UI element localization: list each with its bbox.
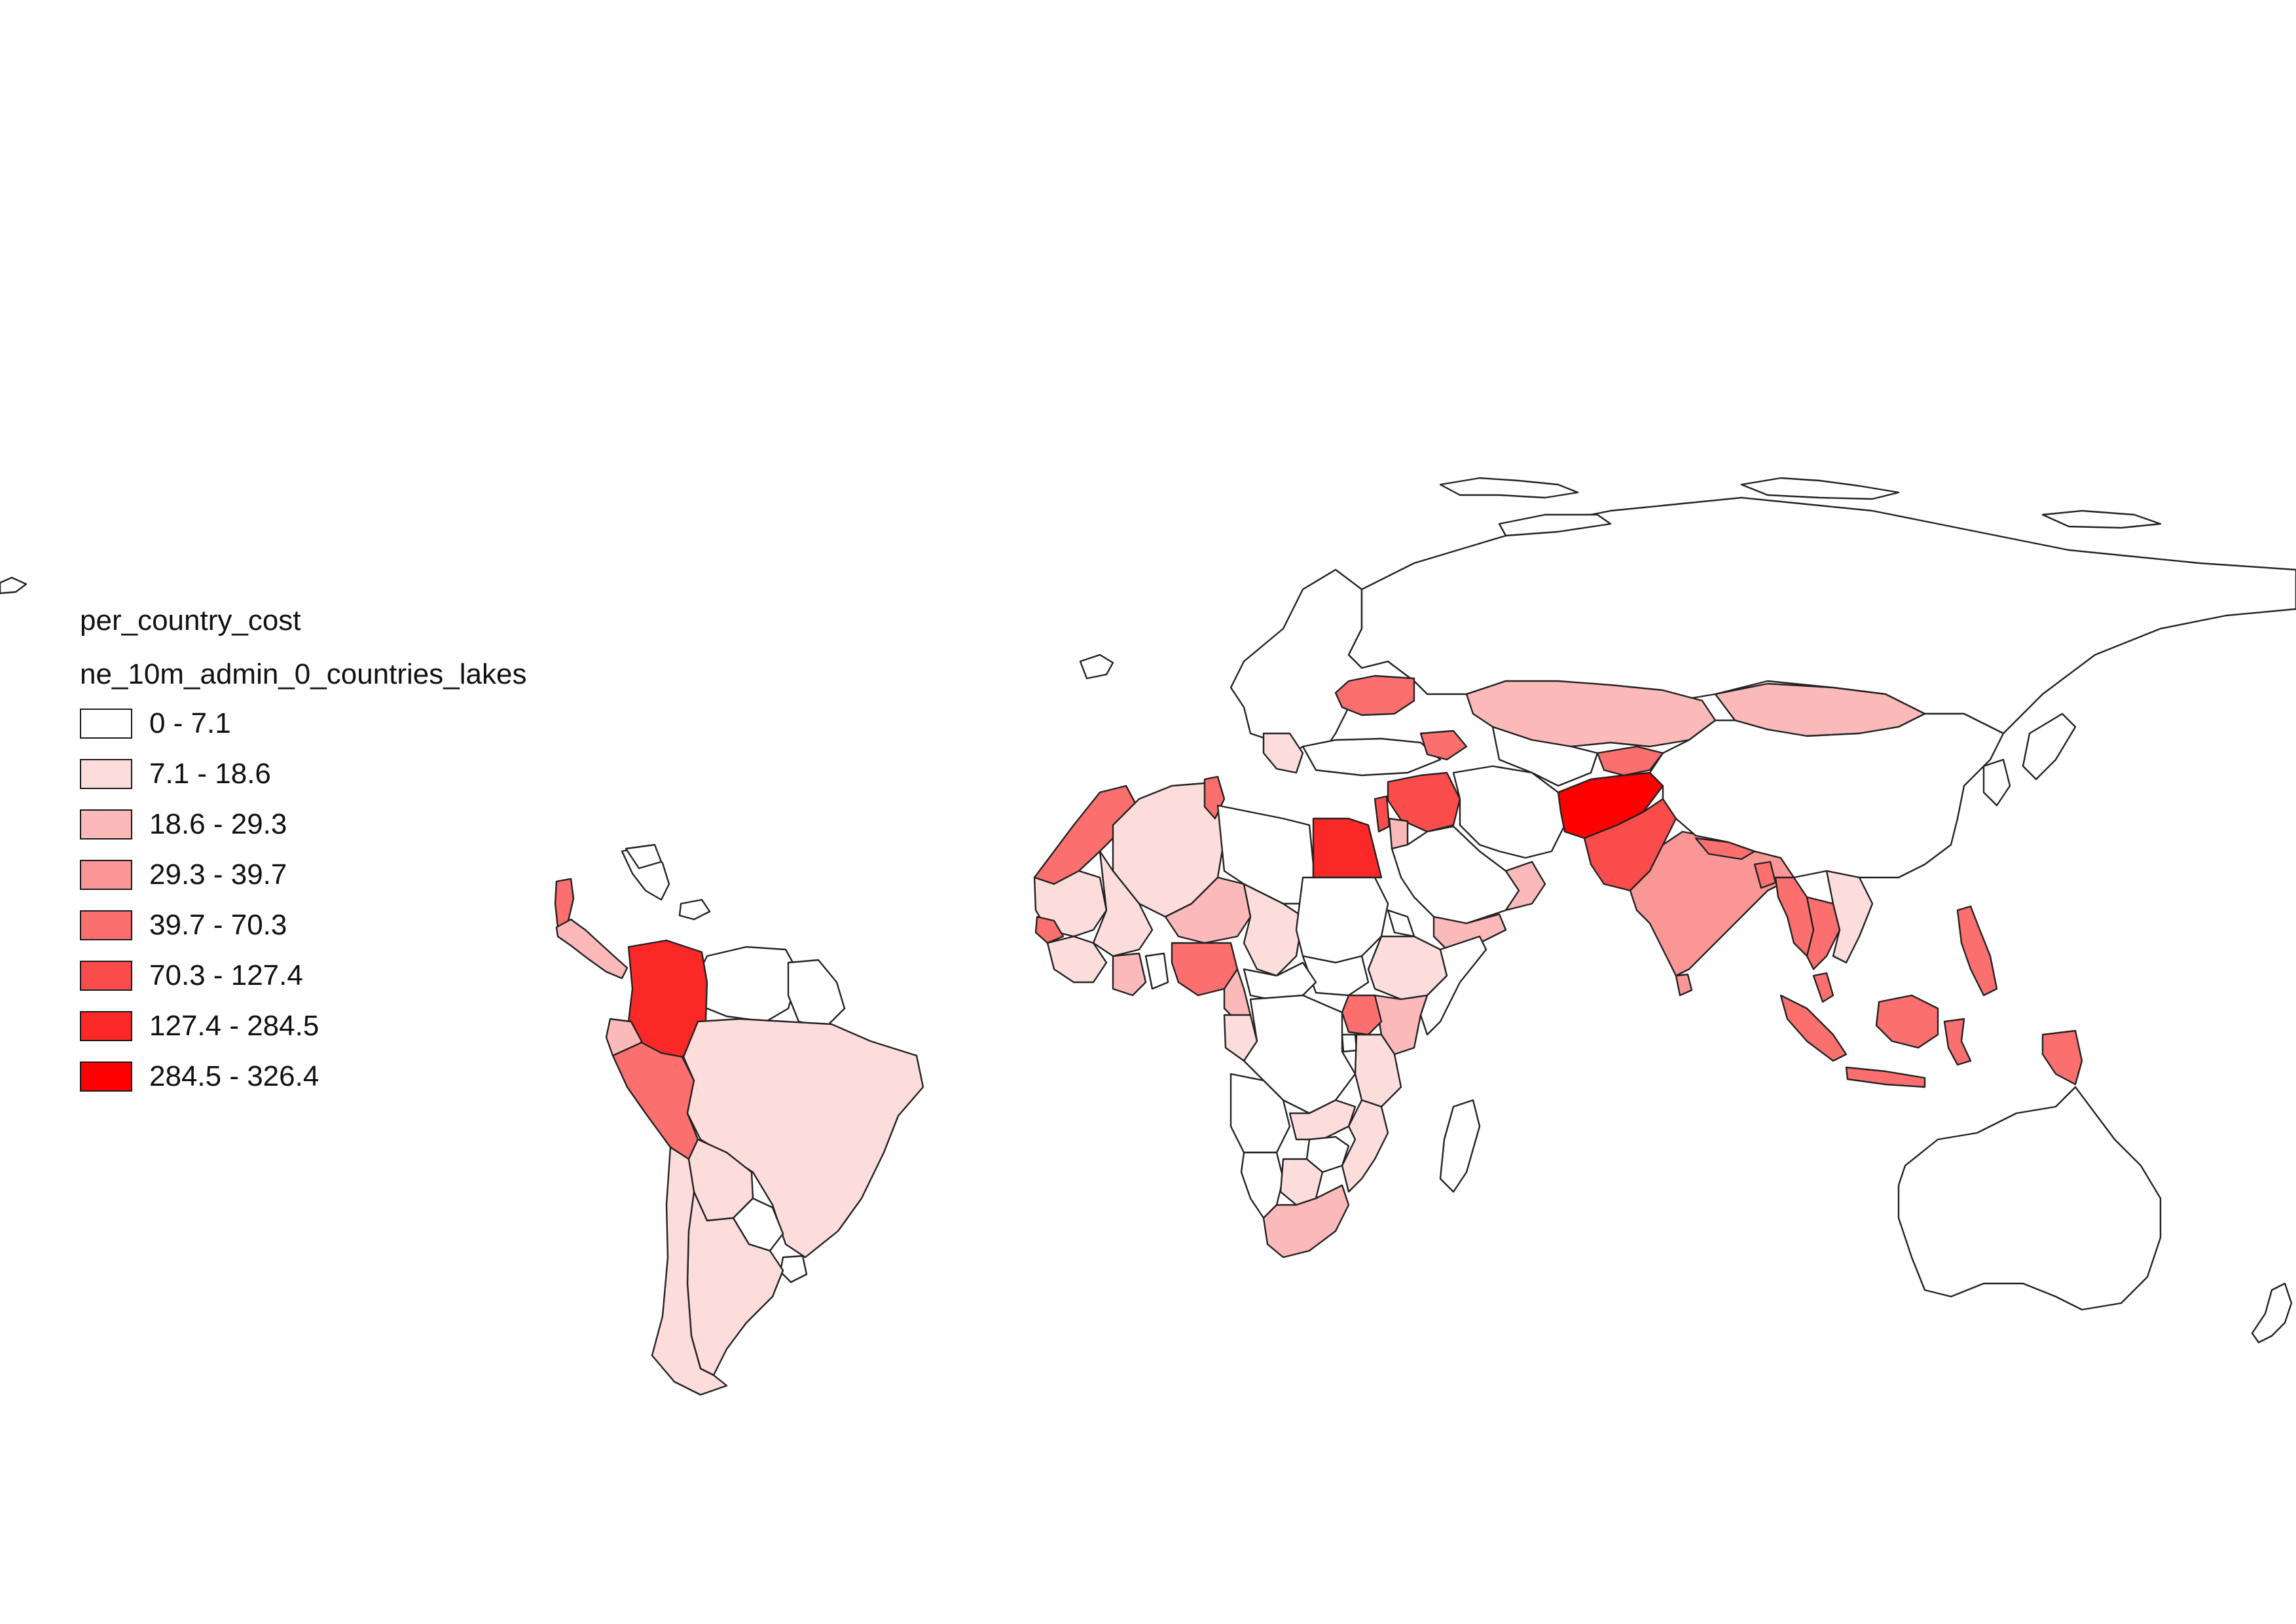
- region-ghana: [1144, 952, 1169, 990]
- region-egypt: [1312, 817, 1383, 879]
- region-borneo-indonesia: [1875, 994, 1939, 1049]
- region-india: [1629, 830, 1795, 977]
- region-jordan: [1388, 817, 1409, 850]
- region-brazil: [682, 1018, 924, 1259]
- legend-item: 0 - 7.1: [80, 698, 577, 748]
- region-laos-vietnam: [1825, 870, 1874, 964]
- legend-label: 18.6 - 29.3: [149, 807, 287, 840]
- region-australia: [1897, 1086, 2162, 1311]
- region-chile: [651, 1146, 728, 1396]
- region-greece-balkans: [1262, 732, 1304, 774]
- legend-label: 0 - 7.1: [149, 707, 231, 739]
- legend-swatch: [80, 859, 132, 890]
- legend-swatch: [80, 1061, 132, 1092]
- legend-item: 127.4 - 284.5: [80, 1001, 577, 1051]
- coast-arctic-islands-2: [1740, 477, 1900, 500]
- legend-swatch: [80, 910, 132, 940]
- legend-item: 18.6 - 29.3: [80, 799, 577, 849]
- region-syria-iraq: [1387, 771, 1461, 833]
- region-tanzania: [1354, 1033, 1402, 1108]
- legend-swatch: [80, 960, 132, 991]
- region-somalia: [1419, 935, 1487, 1036]
- region-russia: [1347, 496, 2296, 735]
- region-myanmar: [1774, 876, 1815, 957]
- coast-novaya-zemlya: [1498, 513, 1612, 537]
- legend-label: 39.7 - 70.3: [149, 908, 287, 941]
- region-angola: [1230, 1073, 1291, 1154]
- region-mozambique: [1341, 1099, 1389, 1193]
- region-uganda: [1341, 994, 1383, 1036]
- region-papua: [2041, 1029, 2083, 1086]
- region-oman: [1504, 860, 1546, 912]
- legend-class-list: 0 - 7.1 7.1 - 18.6 18.6 - 29.3 29.3 - 39…: [80, 698, 577, 1101]
- legend-item: 39.7 - 70.3: [80, 900, 577, 950]
- coast-sri-lanka-edge: [0, 576, 27, 595]
- region-rwanda-burundi: [1341, 1033, 1358, 1053]
- region-south-africa: [1262, 1184, 1350, 1259]
- legend-label: 7.1 - 18.6: [149, 757, 271, 790]
- legend-item: 29.3 - 39.7: [80, 849, 577, 900]
- region-korea-japan: [1982, 712, 2077, 807]
- map-legend: per_country_cost ne_10m_admin_0_countrie…: [80, 601, 577, 1101]
- region-turkey: [1302, 737, 1442, 777]
- region-iran: [1452, 765, 1566, 859]
- region-malaysia: [1812, 972, 1834, 1003]
- legend-label: 29.3 - 39.7: [149, 858, 287, 891]
- legend-title: per_country_cost: [80, 604, 301, 637]
- legend-layer-name: ne_10m_admin_0_countries_lakes: [80, 658, 527, 690]
- coast-cuba-edge: [625, 843, 663, 870]
- region-central-america: [555, 918, 629, 980]
- region-central-african-republic: [1243, 961, 1317, 1001]
- region-venezuela: [693, 946, 800, 1023]
- region-west-africa-coast: [1046, 935, 1108, 984]
- region-yemen: [1432, 913, 1507, 951]
- region-china: [1649, 712, 2005, 879]
- legend-swatch: [80, 708, 132, 739]
- region-mali: [1092, 850, 1154, 957]
- region-ukraine: [1334, 674, 1415, 716]
- legend-item: 70.3 - 127.4: [80, 950, 577, 1001]
- region-sumatra: [1779, 994, 1848, 1062]
- region-zambia: [1288, 1099, 1357, 1141]
- region-senegal: [1034, 915, 1065, 944]
- legend-label: 70.3 - 127.4: [149, 959, 303, 991]
- legend-label: 284.5 - 326.4: [149, 1060, 319, 1092]
- region-sudan: [1295, 876, 1389, 964]
- legend-swatch: [80, 809, 132, 840]
- region-eritrea: [1387, 909, 1415, 938]
- region-sulawesi: [1943, 1018, 1972, 1066]
- region-uruguay: [779, 1255, 808, 1283]
- region-new-zealand: [2251, 1282, 2293, 1344]
- legend-swatch: [80, 1010, 132, 1041]
- region-lebanon-israel: [1374, 795, 1391, 833]
- region-south-sudan: [1302, 955, 1370, 997]
- coast-arctic-islands-1: [1439, 477, 1579, 499]
- region-madagascar: [1439, 1099, 1481, 1193]
- region-philippines: [1956, 905, 1998, 997]
- region-java: [1845, 1066, 1926, 1088]
- region-georgia-armenia: [1419, 729, 1468, 761]
- legend-item: 7.1 - 18.6: [80, 748, 577, 799]
- legend-swatch: [80, 758, 132, 789]
- coast-arctic-islands-3: [2041, 509, 2162, 529]
- region-peru: [611, 1041, 699, 1160]
- region-guyana: [787, 959, 846, 1028]
- region-ivory-coast: [1112, 952, 1147, 997]
- legend-item: 284.5 - 326.4: [80, 1051, 577, 1101]
- region-sri-lanka: [1675, 973, 1693, 997]
- region-kyrgyzstan-tajikistan: [1596, 745, 1664, 777]
- coast-iceland: [1079, 654, 1114, 680]
- legend-label: 127.4 - 284.5: [149, 1009, 319, 1042]
- region-central-asia: [1491, 726, 1599, 787]
